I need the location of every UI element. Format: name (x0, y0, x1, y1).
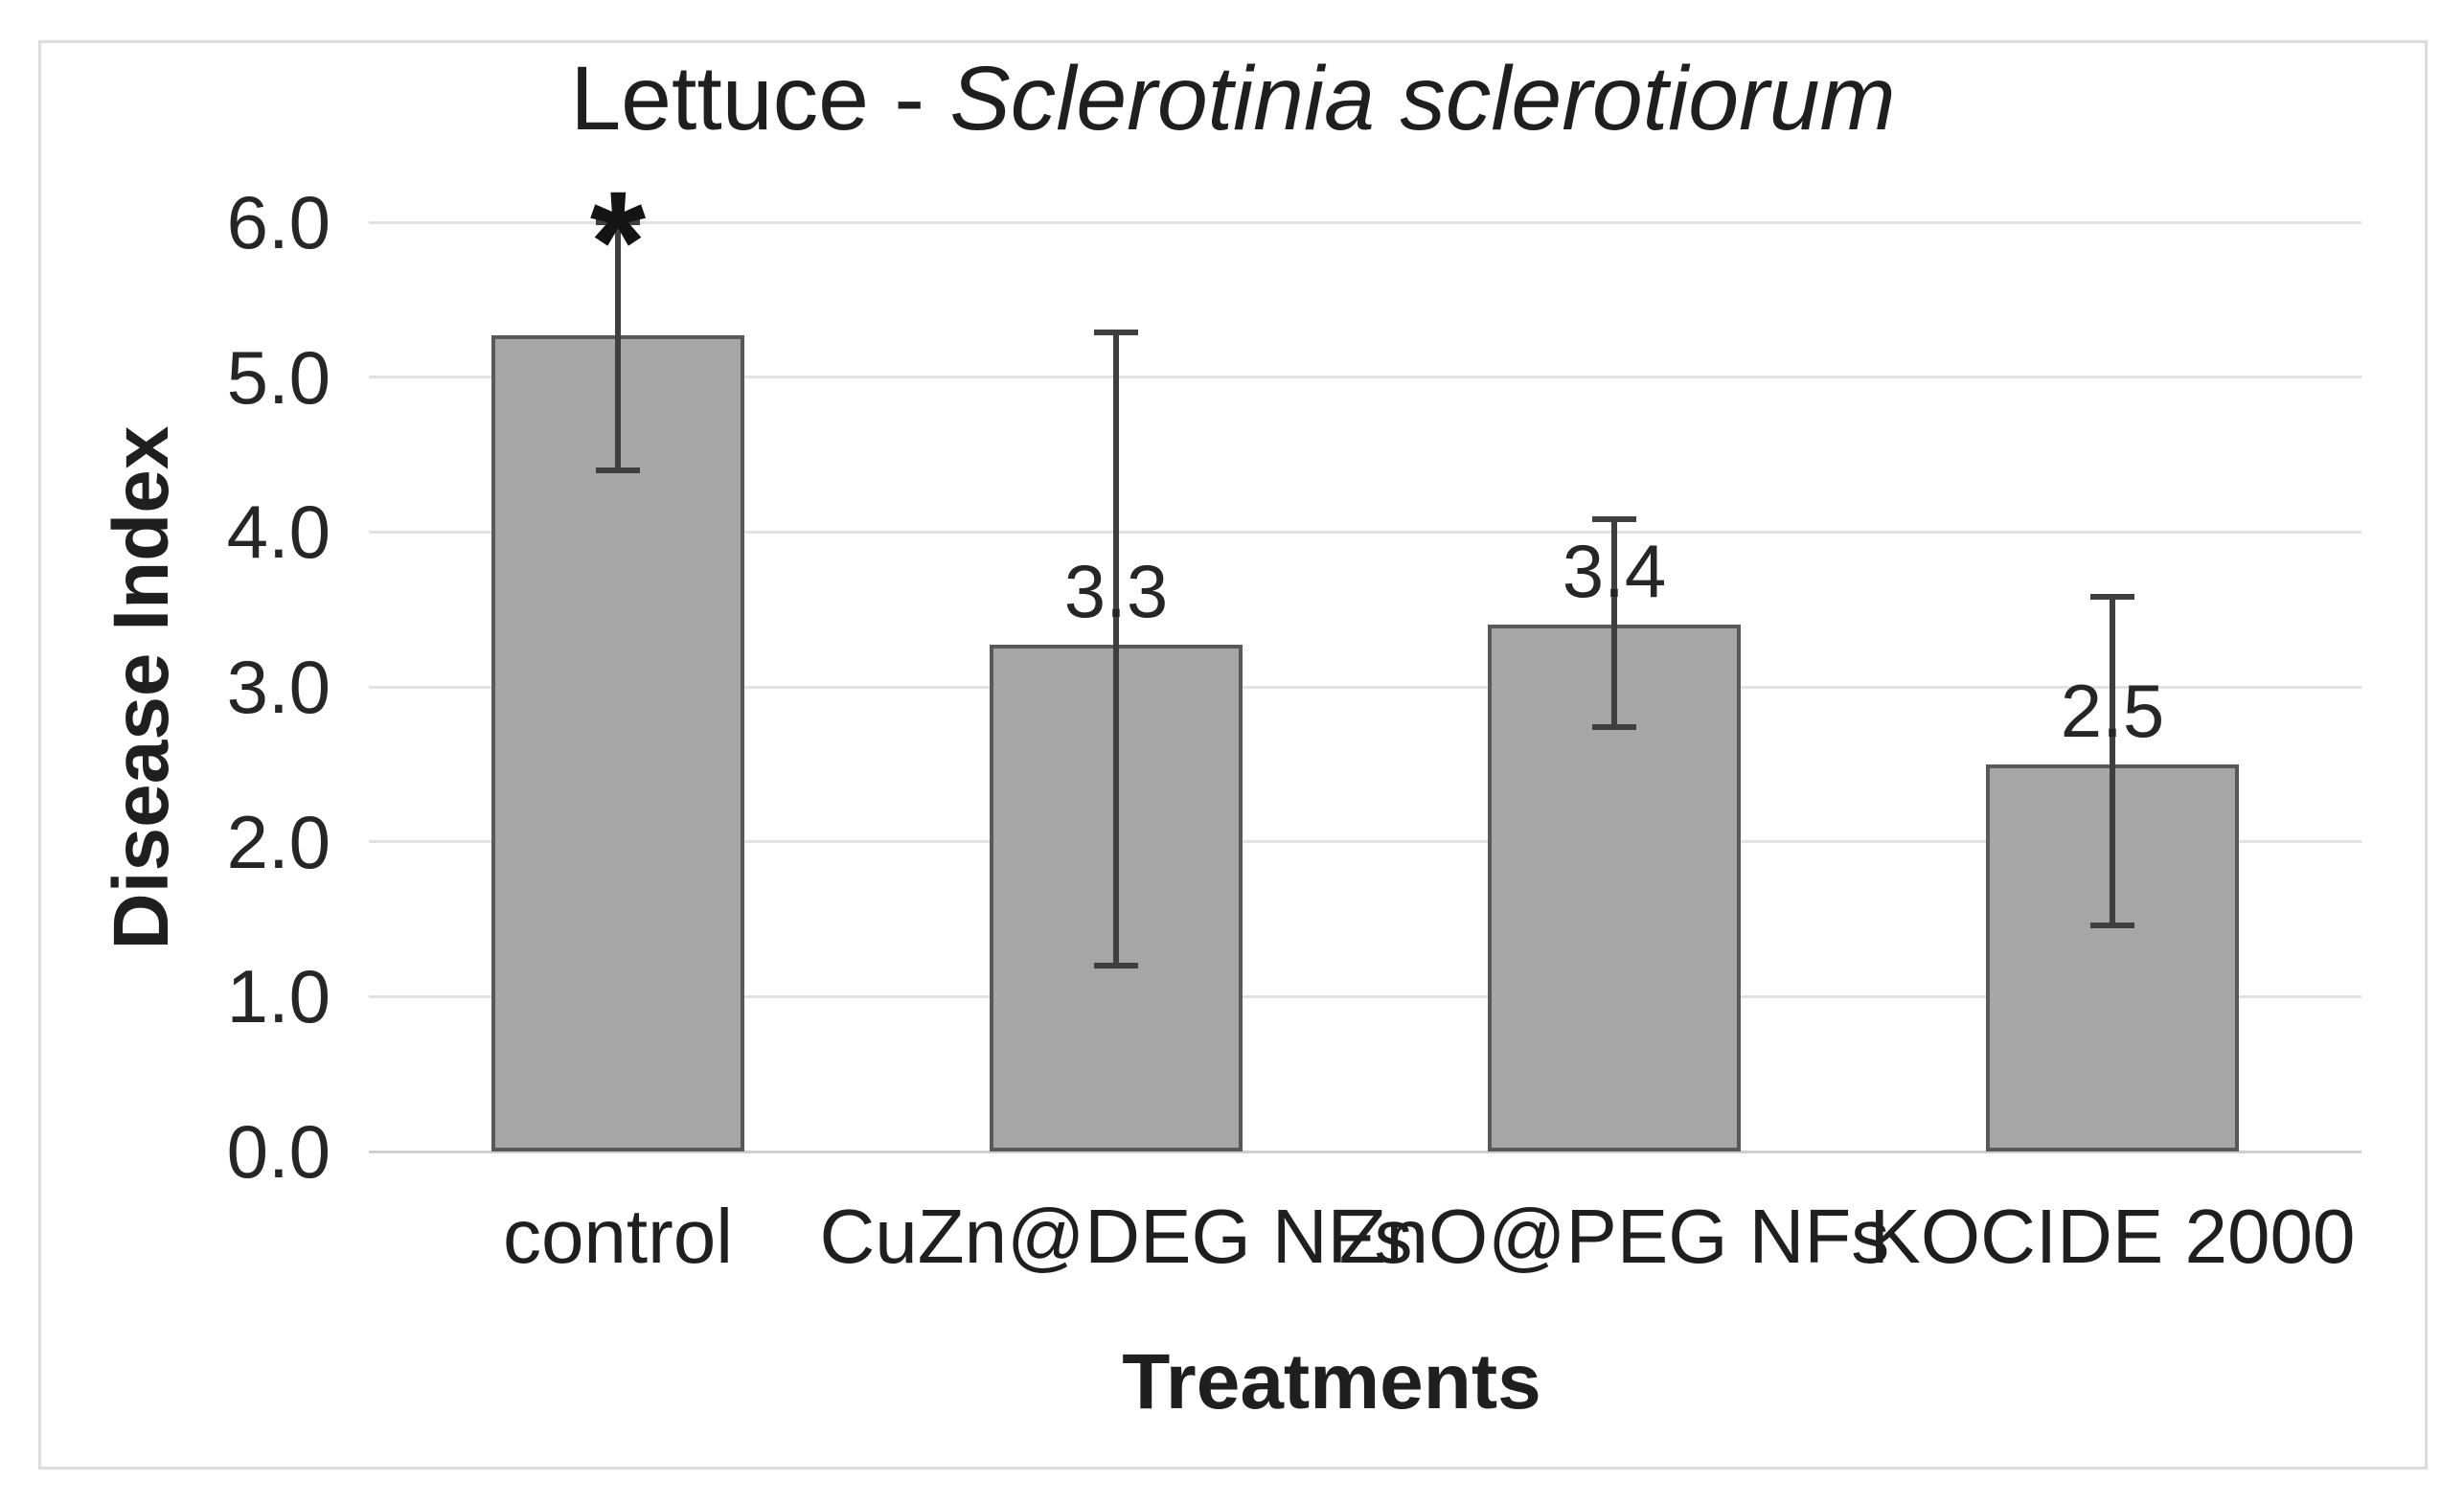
gridline (369, 220, 2361, 224)
chart-title-species: Sclerotinia sclerotiorum (949, 48, 1896, 149)
error-bar (615, 222, 621, 470)
chart-title-prefix: Lettuce - (570, 48, 950, 149)
bar-ZnO@PEG NFs (1488, 625, 1741, 1151)
x-category-label: CuZn@DEG NFs (819, 1194, 1413, 1279)
error-bar-cap (596, 467, 640, 473)
error-bar-cap (1592, 516, 1636, 523)
chart-title: Lettuce - Sclerotinia sclerotiorum (41, 46, 2425, 151)
y-tick-label: 5.0 (226, 334, 331, 420)
bar-value-label: 2.5 (2060, 668, 2165, 753)
error-bar-cap (596, 219, 640, 225)
x-category-label: ZnO@PEG NFs (1338, 1194, 1890, 1279)
plot-area: * 3.3 3.4 2.5 (369, 170, 2361, 1153)
error-bar-cap (2090, 594, 2134, 601)
gridline (369, 840, 2361, 844)
bar-value-label: 3.4 (1562, 529, 1667, 614)
x-axis-title: Treatments (1122, 1338, 1541, 1425)
y-tick-label: 0.0 (226, 1109, 331, 1194)
x-category-label: KOCIDE 2000 (1869, 1194, 2356, 1279)
error-bar (1611, 519, 1617, 728)
gridline (369, 685, 2361, 689)
error-bar-cap (2090, 922, 2134, 928)
gridline (369, 530, 2361, 534)
x-axis-line (369, 1150, 2361, 1153)
y-tick-label: 6.0 (226, 180, 331, 264)
error-bar-cap (1094, 329, 1138, 335)
x-category-label: control (502, 1194, 734, 1279)
gridline (369, 994, 2361, 998)
significance-asterisk: * (589, 161, 647, 322)
gridline (369, 376, 2361, 379)
bar-value-label: 3.3 (1063, 549, 1169, 634)
y-tick-label: 1.0 (226, 954, 331, 1039)
error-bar-cap (1094, 963, 1138, 968)
y-tick-label: 2.0 (226, 799, 331, 884)
error-bar (1113, 331, 1119, 966)
error-bar (2110, 597, 2115, 925)
y-tick-label: 4.0 (226, 490, 331, 575)
y-tick-label: 3.0 (226, 645, 331, 729)
error-bar-cap (1592, 724, 1636, 731)
